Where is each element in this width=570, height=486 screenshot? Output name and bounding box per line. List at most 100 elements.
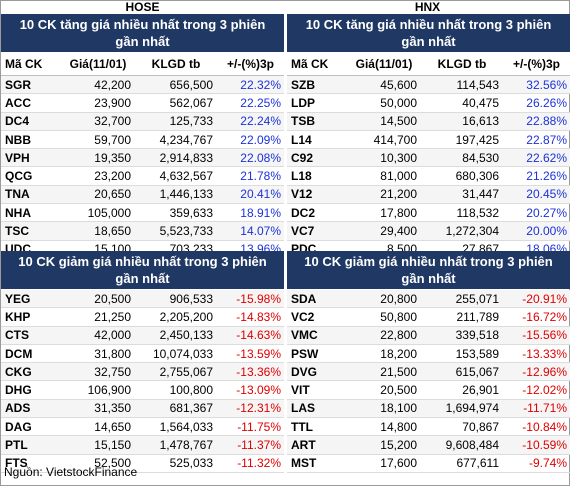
col-header-volume: KLGD tb xyxy=(151,56,201,71)
volume-cell: 656,500 xyxy=(169,77,213,92)
panel-title: 10 CK tăng giá nhiều nhất trong 3 phiên … xyxy=(1,14,284,52)
change-cell: -10.59% xyxy=(522,438,567,453)
change-cell: 22.24% xyxy=(240,114,281,129)
table-row: VIT 20,500 26,901 -12.02% xyxy=(287,381,570,400)
hnx-top-losers-panel: 10 CK giảm giá nhiều nhất trong 3 phiên … xyxy=(287,251,570,473)
change-cell: 20.45% xyxy=(526,187,567,202)
table-row: TSB 14,500 16,613 22.88% xyxy=(287,112,570,131)
ticker-cell: PTL xyxy=(5,438,28,453)
volume-cell: 359,633 xyxy=(169,205,213,220)
volume-cell: 10,074,033 xyxy=(152,346,213,361)
ticker-cell: YEG xyxy=(5,291,31,306)
table-row: DCM 31,800 10,074,033 -13.59% xyxy=(1,345,284,364)
ticker-cell: TSC xyxy=(5,224,29,239)
price-cell: 31,800 xyxy=(94,346,131,361)
price-cell: 414,700 xyxy=(373,132,417,147)
price-cell: 32,700 xyxy=(94,114,131,129)
volume-cell: 906,533 xyxy=(169,291,213,306)
change-cell: 22.25% xyxy=(240,95,281,110)
price-cell: 18,200 xyxy=(380,346,417,361)
ticker-cell: SZB xyxy=(291,77,315,92)
table-row: L18 81,000 680,306 21.26% xyxy=(287,167,570,186)
table-row: DC4 32,700 125,733 22.24% xyxy=(1,112,284,131)
price-cell: 20,650 xyxy=(94,187,131,202)
volume-cell: 1,478,767 xyxy=(159,438,213,453)
volume-cell: 562,067 xyxy=(169,95,213,110)
price-cell: 22,800 xyxy=(380,328,417,343)
price-cell: 15,200 xyxy=(380,438,417,453)
table-row: ACC 23,900 562,067 22.25% xyxy=(1,94,284,113)
change-cell: -14.63% xyxy=(236,328,281,343)
price-cell: 59,700 xyxy=(94,132,131,147)
price-cell: 18,100 xyxy=(380,401,417,416)
table-row: VPH 19,350 2,914,833 22.08% xyxy=(1,149,284,168)
ticker-cell: PSW xyxy=(291,346,319,361)
volume-cell: 525,033 xyxy=(169,456,213,471)
change-cell: 22.32% xyxy=(240,77,281,92)
ticker-cell: DAG xyxy=(5,419,32,434)
ticker-cell: KHP xyxy=(5,309,31,324)
col-header-ticker: Mã CK xyxy=(5,56,43,71)
panel-title: 10 CK giảm giá nhiều nhất trong 3 phiên … xyxy=(1,251,284,289)
volume-cell: 681,367 xyxy=(169,401,213,416)
volume-cell: 40,475 xyxy=(462,95,499,110)
change-cell: -11.37% xyxy=(237,438,281,453)
change-cell: 32.56% xyxy=(526,77,567,92)
table-row: NBB 59,700 4,234,767 22.09% xyxy=(1,131,284,150)
table-row: VMC 22,800 339,518 -15.56% xyxy=(287,326,570,345)
price-cell: 106,900 xyxy=(87,383,131,398)
col-header-volume: KLGD tb xyxy=(437,56,487,71)
volume-cell: 1,272,304 xyxy=(445,224,499,239)
ticker-cell: DCM xyxy=(5,346,33,361)
table-row: VC2 50,800 211,789 -16.72% xyxy=(287,308,570,327)
volume-cell: 255,071 xyxy=(455,291,499,306)
table-row: DHG 106,900 100,800 -13.09% xyxy=(1,381,284,400)
change-cell: 18.91% xyxy=(240,205,281,220)
volume-cell: 680,306 xyxy=(455,169,499,184)
change-cell: 21.26% xyxy=(526,169,567,184)
table-row: DAG 14,650 1,564,033 -11.75% xyxy=(1,418,284,437)
ticker-cell: SGR xyxy=(5,77,32,92)
ticker-cell: TTL xyxy=(291,419,313,434)
hnx-top-gainers-panel: 10 CK tăng giá nhiều nhất trong 3 phiên … xyxy=(287,14,570,259)
price-cell: 23,200 xyxy=(94,169,131,184)
price-cell: 29,400 xyxy=(380,224,417,239)
table-row: DVG 21,500 615,067 -12.96% xyxy=(287,363,570,382)
change-cell: -16.72% xyxy=(522,309,567,324)
table-row: L14 414,700 197,425 22.87% xyxy=(287,131,570,150)
ticker-cell: VIT xyxy=(291,383,310,398)
volume-cell: 26,901 xyxy=(462,383,499,398)
column-header-row: Mã CK Giá(11/01) KLGD tb +/-(%)3p xyxy=(1,52,284,76)
table-row: SDA 20,800 255,071 -20.91% xyxy=(287,290,570,309)
table-row: SGR 42,200 656,500 22.32% xyxy=(1,76,284,95)
col-header-price: Giá(11/01) xyxy=(69,56,127,71)
table-row: TNA 20,650 1,446,133 20.41% xyxy=(1,185,284,205)
volume-cell: 9,608,484 xyxy=(445,438,499,453)
panel-title: 10 CK giảm giá nhiều nhất trong 3 phiên … xyxy=(287,251,570,289)
price-cell: 52,500 xyxy=(94,456,131,471)
col-header-price: Giá(11/01) xyxy=(355,56,413,71)
table-row: YEG 20,500 906,533 -15.98% xyxy=(1,290,284,309)
table-row: KHP 21,250 2,205,200 -14.83% xyxy=(1,308,284,327)
price-cell: 50,000 xyxy=(380,95,417,110)
volume-cell: 339,518 xyxy=(455,328,499,343)
table-row: PTL 15,150 1,478,767 -11.37% xyxy=(1,436,284,455)
ticker-cell: NHA xyxy=(5,205,31,220)
change-cell: -15.56% xyxy=(522,328,567,343)
col-header-change: +/-(%)3p xyxy=(512,56,560,71)
rows-container: SDA 20,800 255,071 -20.91% VC2 50,800 211,789 -… xyxy=(287,290,570,473)
change-cell: -10.84% xyxy=(522,419,567,434)
rows-container: SGR 42,200 656,500 22.32% ACC 23,900 562,067 22… xyxy=(1,76,284,259)
table-row: C92 10,300 84,530 22.62% xyxy=(287,149,570,168)
price-cell: 18,650 xyxy=(94,224,131,239)
column-header-row: Mã CK Giá(11/01) KLGD tb +/-(%)3p xyxy=(287,52,570,76)
change-cell: 22.62% xyxy=(526,150,567,165)
change-cell: 20.41% xyxy=(240,187,281,202)
ticker-cell: V12 xyxy=(291,187,313,202)
volume-cell: 615,067 xyxy=(455,364,499,379)
ticker-cell: TSB xyxy=(291,114,315,129)
volume-cell: 211,789 xyxy=(456,309,500,324)
price-cell: 14,800 xyxy=(380,419,417,434)
change-cell: -11.32% xyxy=(237,456,281,471)
table-row: VC7 29,400 1,272,304 20.00% xyxy=(287,222,570,241)
